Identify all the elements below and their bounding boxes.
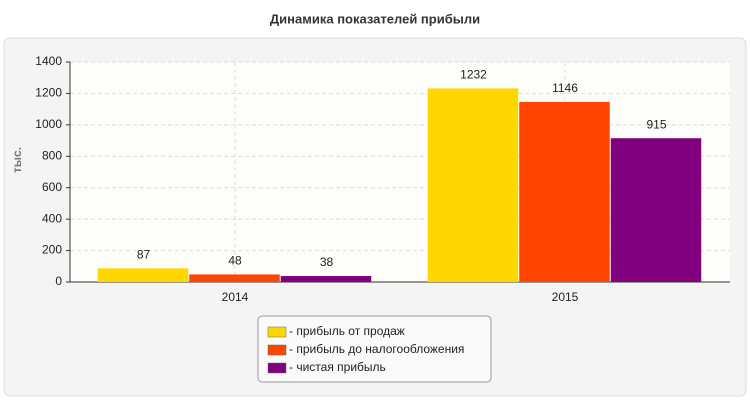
value-label: 1146	[552, 81, 578, 95]
y-tick-label: 0	[55, 274, 62, 288]
chart-title: Динамика показателей прибыли	[270, 11, 480, 26]
legend-label: - чистая прибыль	[289, 360, 386, 374]
bar	[519, 101, 610, 283]
legend-label: - прибыль до налогообложения	[289, 342, 464, 356]
bar	[189, 274, 280, 282]
bar	[427, 88, 519, 283]
legend-swatch	[267, 344, 287, 356]
value-label: 1232	[460, 68, 487, 82]
y-tick-label: 1400	[35, 54, 62, 68]
y-tick-label: 400	[42, 211, 62, 225]
value-label: 38	[320, 255, 334, 269]
legend-swatch	[267, 326, 287, 338]
value-label: 915	[646, 117, 666, 131]
value-label: 87	[137, 248, 151, 262]
bar	[280, 276, 372, 282]
y-tick-label: 200	[42, 243, 62, 257]
x-tick-label: 2014	[222, 290, 249, 304]
legend-label: - прибыль от продаж	[289, 324, 405, 338]
legend	[257, 315, 492, 383]
y-axis-label: тыс.	[10, 147, 24, 173]
x-tick-label: 2015	[552, 290, 579, 304]
bar	[610, 138, 702, 282]
value-label: 48	[228, 254, 242, 268]
y-tick-label: 600	[42, 180, 62, 194]
legend-swatch	[267, 362, 287, 374]
y-tick-label: 1200	[35, 86, 62, 100]
y-tick-label: 800	[42, 148, 62, 162]
y-tick-label: 1000	[35, 117, 62, 131]
bar	[97, 268, 189, 282]
